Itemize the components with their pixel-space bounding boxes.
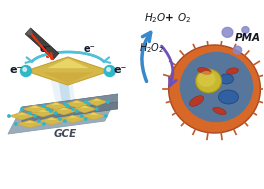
Text: $H_2O$+ $O_2$: $H_2O$+ $O_2$ bbox=[144, 11, 191, 25]
Circle shape bbox=[29, 112, 31, 114]
Polygon shape bbox=[65, 100, 89, 108]
Polygon shape bbox=[30, 109, 56, 117]
Polygon shape bbox=[73, 105, 97, 113]
Polygon shape bbox=[22, 105, 48, 113]
Polygon shape bbox=[89, 113, 98, 115]
Circle shape bbox=[105, 115, 107, 117]
Circle shape bbox=[8, 115, 10, 117]
Ellipse shape bbox=[219, 90, 238, 104]
Circle shape bbox=[84, 118, 87, 120]
Polygon shape bbox=[86, 98, 108, 106]
Polygon shape bbox=[59, 108, 69, 110]
Polygon shape bbox=[47, 58, 89, 68]
Ellipse shape bbox=[198, 68, 211, 74]
Ellipse shape bbox=[213, 107, 226, 115]
Polygon shape bbox=[22, 94, 118, 115]
Ellipse shape bbox=[169, 45, 260, 133]
Polygon shape bbox=[22, 102, 118, 122]
Circle shape bbox=[55, 112, 57, 114]
Circle shape bbox=[84, 101, 87, 103]
Polygon shape bbox=[43, 72, 93, 84]
Polygon shape bbox=[233, 46, 242, 54]
Polygon shape bbox=[82, 112, 106, 120]
Polygon shape bbox=[51, 103, 61, 105]
Circle shape bbox=[23, 68, 27, 71]
Circle shape bbox=[88, 103, 90, 105]
Ellipse shape bbox=[219, 74, 233, 84]
Text: GCE: GCE bbox=[53, 129, 77, 139]
Ellipse shape bbox=[227, 68, 238, 74]
Circle shape bbox=[38, 120, 40, 122]
Circle shape bbox=[104, 66, 115, 77]
Circle shape bbox=[43, 123, 45, 125]
Polygon shape bbox=[80, 106, 89, 108]
Polygon shape bbox=[92, 99, 101, 101]
Ellipse shape bbox=[180, 52, 253, 122]
Ellipse shape bbox=[189, 96, 204, 106]
Circle shape bbox=[43, 105, 45, 107]
Circle shape bbox=[47, 108, 49, 110]
Polygon shape bbox=[44, 102, 68, 110]
Circle shape bbox=[34, 115, 36, 117]
Polygon shape bbox=[25, 28, 59, 59]
Circle shape bbox=[67, 105, 69, 107]
Circle shape bbox=[64, 103, 66, 105]
Circle shape bbox=[72, 108, 74, 110]
Polygon shape bbox=[26, 57, 110, 85]
Circle shape bbox=[107, 68, 110, 71]
Circle shape bbox=[64, 120, 66, 122]
Polygon shape bbox=[72, 101, 82, 103]
Circle shape bbox=[76, 110, 78, 112]
Polygon shape bbox=[17, 113, 27, 115]
Text: e⁻: e⁻ bbox=[40, 44, 52, 54]
Circle shape bbox=[50, 110, 52, 112]
Polygon shape bbox=[58, 77, 73, 121]
Text: e⁻: e⁻ bbox=[84, 44, 96, 54]
Polygon shape bbox=[39, 117, 65, 125]
Circle shape bbox=[15, 123, 17, 125]
Polygon shape bbox=[60, 115, 86, 123]
Polygon shape bbox=[8, 94, 118, 134]
Polygon shape bbox=[47, 118, 57, 120]
Circle shape bbox=[107, 101, 109, 103]
Polygon shape bbox=[38, 110, 48, 112]
Circle shape bbox=[59, 118, 61, 120]
Polygon shape bbox=[16, 120, 44, 128]
Polygon shape bbox=[9, 112, 35, 120]
Text: e⁻: e⁻ bbox=[113, 65, 126, 75]
Polygon shape bbox=[50, 77, 78, 121]
Polygon shape bbox=[30, 106, 40, 108]
Polygon shape bbox=[51, 107, 77, 115]
Polygon shape bbox=[25, 28, 33, 36]
Ellipse shape bbox=[196, 69, 221, 93]
Circle shape bbox=[20, 66, 31, 77]
Polygon shape bbox=[242, 27, 249, 33]
Text: PMA: PMA bbox=[234, 33, 261, 43]
Circle shape bbox=[96, 108, 98, 110]
Text: e⁻: e⁻ bbox=[9, 65, 23, 75]
Text: $H_2O_2$: $H_2O_2$ bbox=[139, 41, 164, 55]
Polygon shape bbox=[68, 116, 78, 118]
Polygon shape bbox=[222, 27, 233, 37]
Circle shape bbox=[21, 108, 23, 110]
Ellipse shape bbox=[197, 71, 215, 87]
Polygon shape bbox=[24, 121, 36, 123]
Circle shape bbox=[81, 115, 83, 117]
